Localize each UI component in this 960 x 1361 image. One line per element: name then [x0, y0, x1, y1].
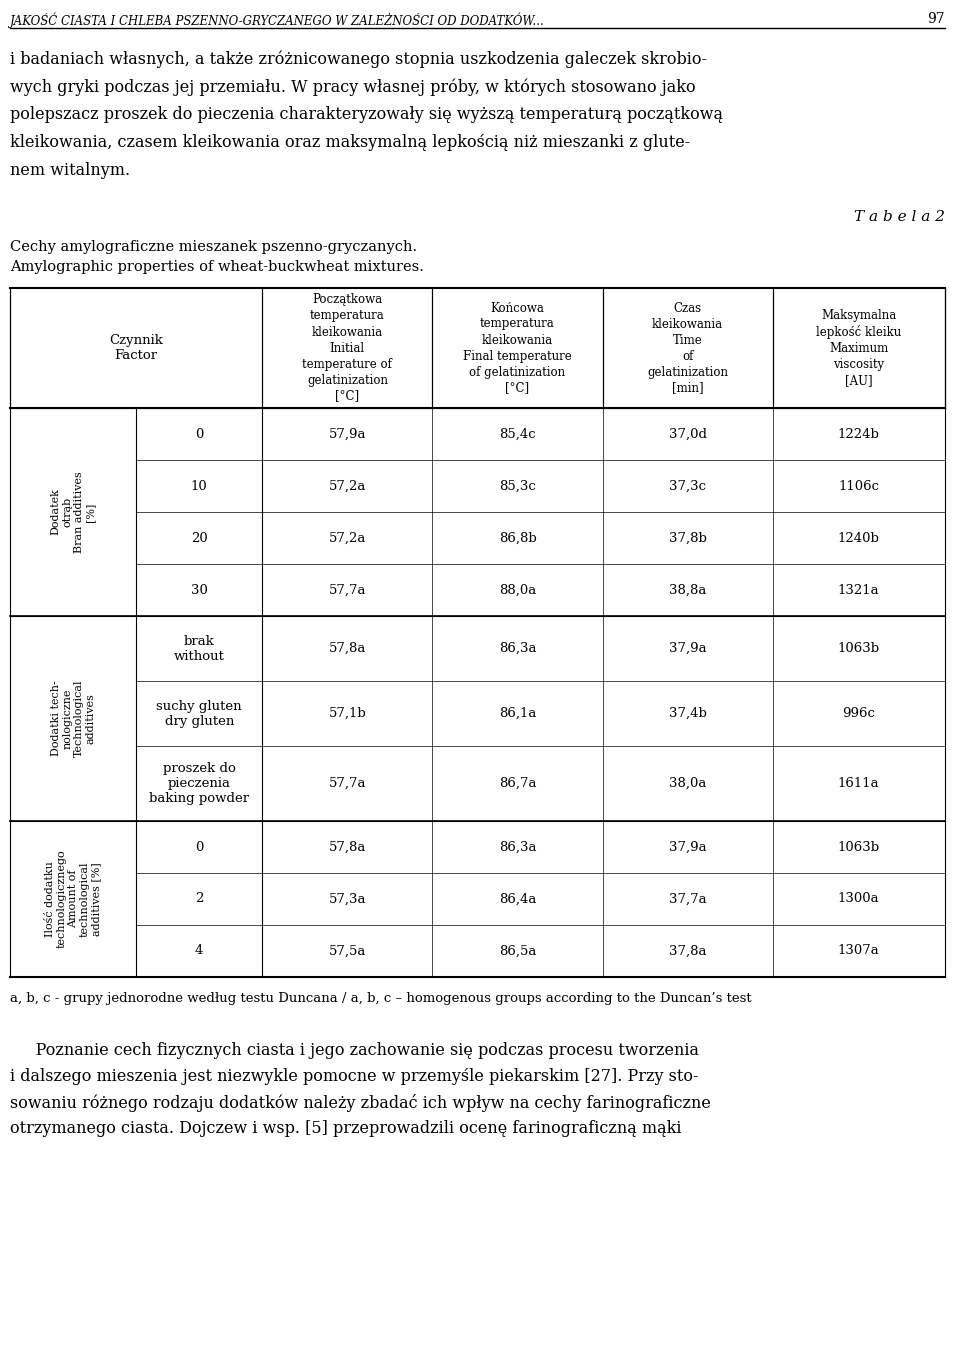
Text: 37,0d: 37,0d [668, 427, 707, 441]
Text: 57,7a: 57,7a [328, 777, 366, 789]
Text: sowaniu różnego rodzaju dodatków należy zbadać ich wpływ na cechy farinograficzn: sowaniu różnego rodzaju dodatków należy … [10, 1094, 710, 1112]
Text: brak
without: brak without [174, 634, 225, 663]
Text: Maksymalna
lepkość kleiku
Maximum
viscosity
[AU]: Maksymalna lepkość kleiku Maximum viscos… [816, 309, 901, 387]
Text: 57,7a: 57,7a [328, 584, 366, 596]
Text: Końcowa
temperatura
kleikowania
Final temperature
of gelatinization
[°C]: Końcowa temperatura kleikowania Final te… [463, 302, 572, 395]
Text: wych gryki podczas jej przemiału. W pracy własnej próby, w których stosowano jak: wych gryki podczas jej przemiału. W prac… [10, 78, 696, 95]
Text: 37,8a: 37,8a [669, 945, 707, 958]
Text: Dodatki tech-
nologiczne
Technological
additives: Dodatki tech- nologiczne Technological a… [51, 679, 95, 757]
Text: Amylographic properties of wheat-buckwheat mixtures.: Amylographic properties of wheat-buckwhe… [10, 260, 423, 274]
Text: Poznanie cech fizycznych ciasta i jego zachowanie się podczas procesu tworzenia: Poznanie cech fizycznych ciasta i jego z… [10, 1043, 699, 1059]
Text: Dodatek
otrąb
Bran additives
[%]: Dodatek otrąb Bran additives [%] [51, 471, 95, 553]
Text: i badaniach własnych, a także zróżnicowanego stopnia uszkodzenia galeczek skrobi: i badaniach własnych, a także zróżnicowa… [10, 50, 707, 68]
Text: nem witalnym.: nem witalnym. [10, 162, 130, 180]
Text: i dalszego mieszenia jest niezwykle pomocne w przemyśle piekarskim [27]. Przy st: i dalszego mieszenia jest niezwykle pomo… [10, 1068, 699, 1085]
Text: 2: 2 [195, 893, 204, 905]
Text: 996c: 996c [842, 706, 876, 720]
Text: 1611a: 1611a [838, 777, 879, 789]
Text: 57,5a: 57,5a [328, 945, 366, 958]
Text: 86,7a: 86,7a [499, 777, 537, 789]
Text: 86,5a: 86,5a [499, 945, 537, 958]
Text: 37,4b: 37,4b [669, 706, 707, 720]
Text: 37,9a: 37,9a [669, 642, 707, 655]
Text: otrzymanego ciasta. Dojczew i wsp. [5] przeprowadzili ocenę farinograficzną mąki: otrzymanego ciasta. Dojczew i wsp. [5] p… [10, 1120, 682, 1136]
Text: 86,8b: 86,8b [498, 532, 537, 544]
Text: 57,2a: 57,2a [328, 479, 366, 493]
Text: a, b, c - grupy jednorodne według testu Duncana / a, b, c – homogenous groups ac: a, b, c - grupy jednorodne według testu … [10, 992, 752, 1004]
Text: 37,7a: 37,7a [669, 893, 707, 905]
Text: 86,1a: 86,1a [499, 706, 537, 720]
Text: 0: 0 [195, 841, 204, 853]
Text: 37,3c: 37,3c [669, 479, 707, 493]
Text: 85,3c: 85,3c [499, 479, 536, 493]
Text: Ilość dodatku
technologicznego
Amount of
technological
additives [%]: Ilość dodatku technologicznego Amount of… [45, 849, 101, 949]
Text: Początkowa
temperatura
kleikowania
Initial
temperature of
gelatinization
[°C]: Początkowa temperatura kleikowania Initi… [302, 294, 393, 403]
Text: 57,8a: 57,8a [328, 642, 366, 655]
Text: 85,4c: 85,4c [499, 427, 536, 441]
Text: 1240b: 1240b [838, 532, 879, 544]
Text: 30: 30 [191, 584, 207, 596]
Text: 1106c: 1106c [838, 479, 879, 493]
Text: JAKOŚĆ CIASTA I CHLEBA PSZENNO-GRYCZANEGO W ZALEŻNOŚCI OD DODATKÓW...: JAKOŚĆ CIASTA I CHLEBA PSZENNO-GRYCZANEG… [10, 12, 544, 27]
Text: 1063b: 1063b [838, 642, 879, 655]
Text: 1063b: 1063b [838, 841, 879, 853]
Text: 20: 20 [191, 532, 207, 544]
Text: proszek do
pieczenia
baking powder: proszek do pieczenia baking powder [149, 762, 250, 804]
Text: 37,8b: 37,8b [669, 532, 707, 544]
Text: 57,9a: 57,9a [328, 427, 366, 441]
Text: Czynnik
Factor: Czynnik Factor [109, 333, 163, 362]
Text: 97: 97 [927, 12, 945, 26]
Text: 57,3a: 57,3a [328, 893, 366, 905]
Text: 57,1b: 57,1b [328, 706, 367, 720]
Text: Czas
kleikowania
Time
of
gelatinization
[min]: Czas kleikowania Time of gelatinization … [647, 302, 728, 395]
Text: 1321a: 1321a [838, 584, 879, 596]
Text: Cechy amylograficzne mieszanek pszenno-gryczanych.: Cechy amylograficzne mieszanek pszenno-g… [10, 240, 417, 255]
Text: 57,2a: 57,2a [328, 532, 366, 544]
Text: 88,0a: 88,0a [499, 584, 536, 596]
Text: 37,9a: 37,9a [669, 841, 707, 853]
Text: 38,0a: 38,0a [669, 777, 707, 789]
Text: polepszacz proszek do pieczenia charakteryzowały się wyższą temperaturą początko: polepszacz proszek do pieczenia charakte… [10, 106, 723, 122]
Text: 38,8a: 38,8a [669, 584, 707, 596]
Text: 1307a: 1307a [838, 945, 879, 958]
Text: 4: 4 [195, 945, 204, 958]
Text: T a b e l a 2: T a b e l a 2 [853, 210, 945, 225]
Text: 86,4a: 86,4a [499, 893, 537, 905]
Text: 1224b: 1224b [838, 427, 879, 441]
Text: 86,3a: 86,3a [499, 642, 537, 655]
Text: 10: 10 [191, 479, 207, 493]
Text: 86,3a: 86,3a [499, 841, 537, 853]
Text: 57,8a: 57,8a [328, 841, 366, 853]
Text: 1300a: 1300a [838, 893, 879, 905]
Text: kleikowania, czasem kleikowania oraz maksymalną lepkością niż mieszanki z glute-: kleikowania, czasem kleikowania oraz mak… [10, 133, 690, 151]
Text: 0: 0 [195, 427, 204, 441]
Text: suchy gluten
dry gluten: suchy gluten dry gluten [156, 700, 242, 728]
